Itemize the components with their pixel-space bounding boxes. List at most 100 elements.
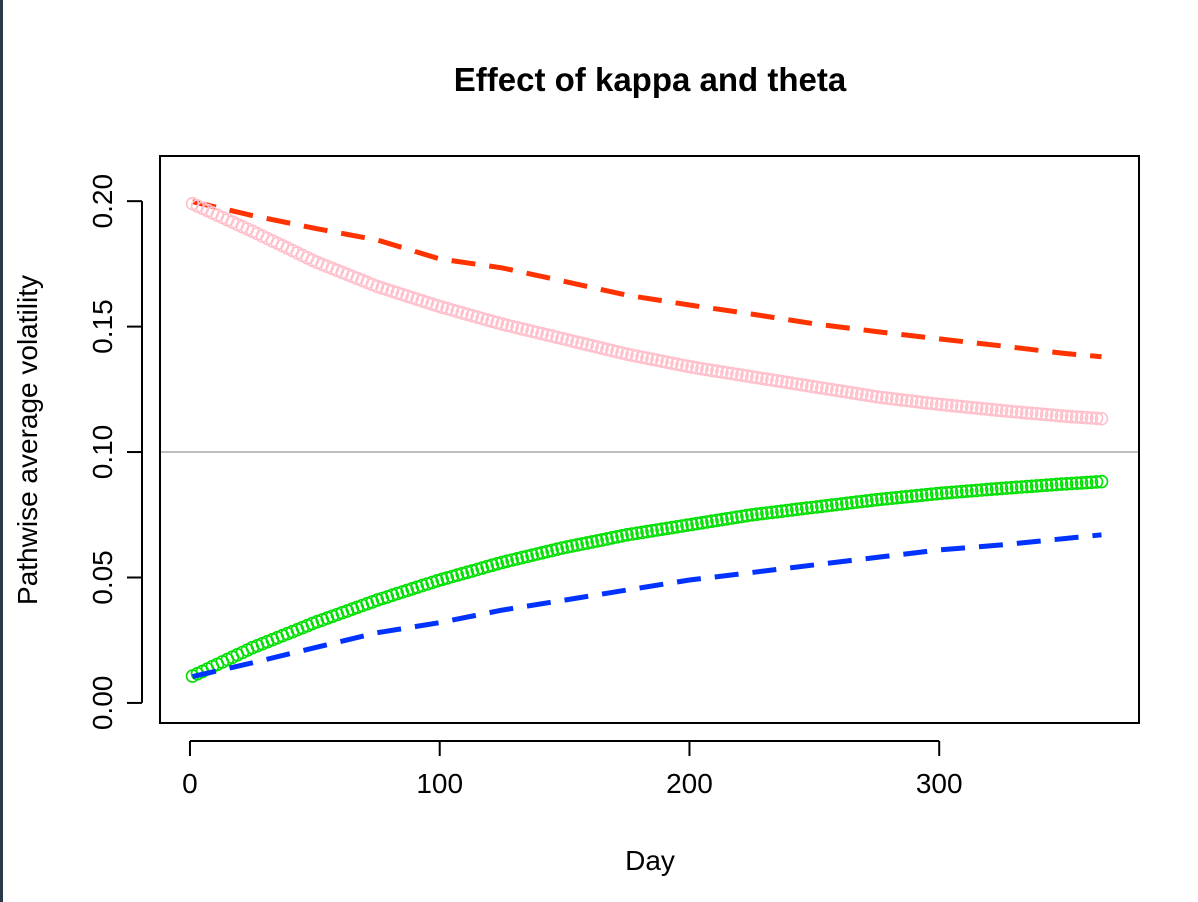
series-2-point: [510, 320, 524, 335]
series-2-point: [740, 369, 754, 383]
series-3-point: [974, 483, 989, 497]
series-2-point: [859, 388, 874, 403]
series-3-point: [869, 492, 884, 507]
series-2-point: [899, 393, 914, 408]
series-3-point: [829, 497, 844, 512]
series-3-point: [780, 503, 794, 518]
series-2-point: [789, 377, 804, 391]
series-2-point: [1059, 409, 1074, 424]
series-3: [185, 474, 1109, 683]
series-2-point: [695, 361, 709, 376]
series-3-point: [640, 524, 654, 539]
x-tick-label: 100: [416, 768, 463, 799]
series-2-point: [1044, 408, 1059, 422]
series-3-point: [565, 539, 579, 553]
series-2-point: [1054, 409, 1069, 423]
series-3-point: [730, 510, 744, 525]
series-2-point: [755, 371, 769, 386]
series-3-point: [1089, 475, 1104, 489]
series-3-point: [530, 547, 544, 561]
x-axis: 0 100 200 300: [182, 740, 963, 799]
series-3-point: [555, 541, 569, 555]
series-2-point: [650, 353, 664, 368]
series-3-point: [660, 521, 674, 536]
series-4: [191, 532, 1102, 680]
series-3-point: [859, 494, 874, 508]
series-3-point: [1019, 479, 1034, 494]
series-2-point: [949, 399, 964, 413]
series-3-point: [745, 507, 759, 522]
series-2-point: [1079, 410, 1094, 425]
series-2-point: [700, 362, 714, 377]
series-2-point: [620, 347, 634, 362]
series-3-point: [720, 511, 734, 526]
series-2-point: [775, 374, 789, 389]
series-2-point: [824, 382, 839, 397]
y-axis: 0.00 0.05 0.10 0.15 0.20: [87, 174, 143, 730]
series-3-point: [715, 512, 729, 527]
y-axis-label: Pathwise average volatility: [12, 275, 43, 605]
series-3-point: [1044, 477, 1059, 492]
x-tick-label: 300: [916, 768, 963, 799]
series-2-point: [675, 358, 689, 373]
series-2-point: [854, 387, 869, 402]
series-3-point: [1029, 479, 1044, 493]
series-3-point: [770, 504, 784, 519]
series-3-point: [1094, 474, 1109, 489]
series-2-point: [520, 323, 534, 337]
series-2-point: [505, 319, 519, 334]
series-3-point: [809, 500, 824, 514]
y-tick-label: 0.10: [87, 425, 118, 480]
series-2-point: [730, 367, 744, 382]
series-2-point: [600, 342, 614, 357]
window-edge: [0, 0, 3, 902]
series-2-point: [1069, 410, 1084, 424]
series-2-point: [735, 368, 749, 383]
series-3-point: [1024, 479, 1039, 494]
series-2-point: [809, 380, 824, 395]
series-2-point: [685, 360, 699, 374]
series-3-point: [580, 536, 594, 550]
series-2-point: [535, 326, 549, 341]
series-2-point: [495, 317, 510, 331]
series-2-point: [1019, 406, 1034, 420]
series-3-point: [750, 507, 764, 522]
series-3-point: [989, 481, 1004, 496]
series-2-point: [780, 375, 794, 390]
series-3-point: [904, 489, 919, 504]
series-3-point: [879, 491, 894, 506]
series-3-point: [680, 518, 694, 533]
series-2-point: [984, 402, 999, 417]
series-3-point: [1054, 477, 1069, 491]
series-2-point: [565, 334, 579, 348]
series-3-point: [615, 528, 629, 543]
series-3-point: [999, 481, 1014, 495]
series-2-point: [829, 383, 844, 398]
series-1-line: [191, 199, 1102, 360]
series-3-point: [515, 550, 529, 565]
series-2-point: [804, 379, 819, 394]
series-3-point: [1084, 475, 1099, 490]
series-3-point: [1074, 476, 1089, 490]
y-tick-label: 0.15: [87, 299, 118, 354]
series-2-point: [550, 330, 564, 345]
series-3-point: [545, 543, 559, 558]
series-3-point: [635, 525, 649, 540]
series-2-point: [944, 398, 959, 413]
series-2-point: [770, 373, 784, 388]
series-3-point: [914, 488, 929, 503]
series-2-point: [560, 332, 574, 347]
series-2-point: [750, 370, 764, 385]
series-2-point: [660, 355, 674, 370]
y-tick-label: 0.05: [87, 550, 118, 605]
series-3-point: [909, 488, 924, 503]
series-2-point: [1094, 411, 1109, 426]
series-2-point: [974, 401, 989, 416]
series-2-point: [834, 384, 849, 399]
series-2-point: [525, 324, 539, 339]
series-3-point: [979, 482, 994, 497]
plot-frame: [159, 155, 1140, 724]
series-3-point: [725, 511, 739, 525]
series-2-point: [645, 352, 659, 367]
series-2-point: [959, 400, 974, 414]
